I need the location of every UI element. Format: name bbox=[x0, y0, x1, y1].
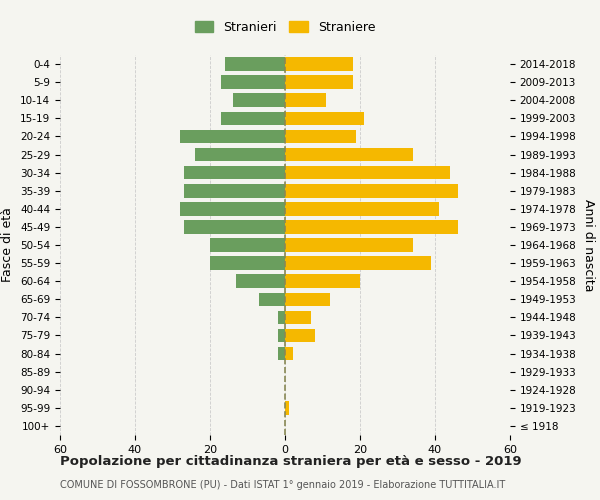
Bar bbox=[180, 202, 285, 215]
Y-axis label: Anni di nascita: Anni di nascita bbox=[582, 198, 595, 291]
Bar bbox=[285, 274, 360, 288]
Bar bbox=[285, 184, 458, 198]
Bar bbox=[277, 347, 285, 360]
Bar bbox=[184, 166, 285, 179]
Bar bbox=[285, 401, 289, 414]
Bar bbox=[285, 112, 364, 125]
Bar bbox=[285, 76, 353, 89]
Bar bbox=[285, 292, 330, 306]
Bar bbox=[180, 130, 285, 143]
Bar bbox=[233, 94, 285, 107]
Bar bbox=[285, 148, 413, 162]
Bar bbox=[285, 58, 353, 71]
Bar bbox=[184, 220, 285, 234]
Legend: Stranieri, Straniere: Stranieri, Straniere bbox=[190, 16, 380, 38]
Text: Popolazione per cittadinanza straniera per età e sesso - 2019: Popolazione per cittadinanza straniera p… bbox=[60, 455, 521, 468]
Bar bbox=[285, 202, 439, 215]
Bar bbox=[285, 328, 315, 342]
Bar bbox=[221, 76, 285, 89]
Bar bbox=[285, 347, 293, 360]
Bar bbox=[210, 238, 285, 252]
Bar bbox=[285, 310, 311, 324]
Bar bbox=[285, 220, 458, 234]
Bar bbox=[184, 184, 285, 198]
Bar bbox=[277, 328, 285, 342]
Y-axis label: Fasce di età: Fasce di età bbox=[1, 208, 14, 282]
Text: COMUNE DI FOSSOMBRONE (PU) - Dati ISTAT 1° gennaio 2019 - Elaborazione TUTTITALI: COMUNE DI FOSSOMBRONE (PU) - Dati ISTAT … bbox=[60, 480, 505, 490]
Bar bbox=[285, 94, 326, 107]
Bar bbox=[236, 274, 285, 288]
Bar bbox=[285, 130, 356, 143]
Bar bbox=[285, 256, 431, 270]
Bar bbox=[195, 148, 285, 162]
Bar bbox=[285, 238, 413, 252]
Bar bbox=[277, 310, 285, 324]
Bar bbox=[221, 112, 285, 125]
Bar bbox=[259, 292, 285, 306]
Bar bbox=[285, 166, 450, 179]
Bar bbox=[210, 256, 285, 270]
Bar bbox=[225, 58, 285, 71]
